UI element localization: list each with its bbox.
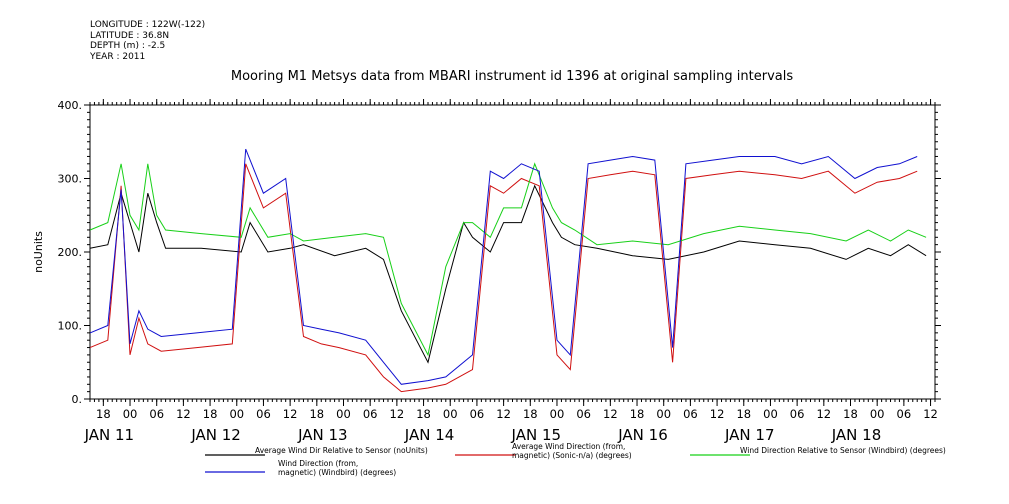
x-tick-label: 00 [229,407,244,421]
x-tick-label: 18 [736,407,751,421]
x-tick-label: 18 [630,407,645,421]
y-tick-label: 200. [58,246,83,259]
x-tick-label: 12 [816,407,831,421]
y-axis-label: noUnits [32,231,45,273]
x-tick-label: 00 [443,407,458,421]
legend-label: Average Wind Dir Relative to Sensor (noU… [255,446,428,455]
legend-entry: Wind Direction Relative to Sensor (Windb… [690,446,946,456]
date-label: JAN 17 [724,426,775,444]
date-label: JAN 15 [511,426,562,444]
x-tick-label: 06 [683,407,698,421]
date-label: JAN 12 [190,426,241,444]
x-tick-label: 18 [843,407,858,421]
y-tick-label: 300. [58,173,83,186]
year-label: YEAR : 2011 [90,51,146,62]
legend-label: magnetic) (Sonic-n/a) (degrees) [512,451,632,460]
legend-label: Wind Direction Relative to Sensor (Windb… [740,446,946,455]
series-line-1 [89,184,927,364]
plot-area [89,148,927,393]
x-tick-label: 12 [390,407,405,421]
location-metadata: LONGITUDE : 122W(-122) LATITUDE : 36.8N … [90,20,205,62]
series-line-3 [89,162,927,357]
legend-label: magnetic) (Windbird) (degrees) [278,468,396,477]
x-tick-label: 06 [363,407,378,421]
x-tick-label: 12 [496,407,511,421]
plot-frame [89,104,936,400]
x-tick-label: 18 [203,407,218,421]
x-tick-label: 06 [256,407,271,421]
legend-entry: Average Wind Direction (from,magnetic) (… [455,442,632,460]
legend-label: Average Wind Direction (from, [512,442,625,451]
x-tick-label: 12 [176,407,191,421]
series-line-2 [89,163,918,393]
x-tick-label: 18 [523,407,538,421]
date-label: JAN 13 [297,426,348,444]
x-tick-label: 18 [309,407,324,421]
series-line-4 [89,148,918,385]
x-tick-label: 12 [710,407,725,421]
y-tick-label: 100. [58,320,83,333]
x-tick-label: 12 [283,407,298,421]
legend-entry: Average Wind Dir Relative to Sensor (noU… [205,446,428,456]
legend: Average Wind Dir Relative to Sensor (noU… [205,442,946,477]
x-tick-label: 00 [336,407,351,421]
x-tick-label: 18 [96,407,111,421]
x-tick-label: 12 [923,407,938,421]
x-tick-label: 06 [149,407,164,421]
date-label: JAN 16 [617,426,668,444]
legend-label: Wind Direction (from, [278,459,358,468]
x-tick-label: 00 [870,407,885,421]
x-tick-label: 00 [123,407,138,421]
x-tick-label: 00 [763,407,778,421]
depth-label: DEPTH (m) : -2.5 [90,41,166,51]
chart-title: Mooring M1 Metsys data from MBARI instru… [231,69,793,84]
axes: 0. 100. 200. 300. 400. 18 00 06 12 18 00 06 12 18 00 06… [58,99,941,444]
x-tick-label: 06 [897,407,912,421]
x-tick-label: 06 [470,407,485,421]
x-tick-label: 00 [550,407,565,421]
y-tick-label: 0. [72,393,83,406]
date-label: JAN 11 [84,426,135,444]
x-tick-label: 00 [656,407,671,421]
x-tick-label: 18 [416,407,431,421]
x-tick-label: 06 [576,407,591,421]
date-label: JAN 18 [831,426,882,444]
y-tick-label: 400. [58,99,83,112]
latitude-label: LATITUDE : 36.8N [90,30,170,41]
x-tick-label: 12 [603,407,618,421]
x-tick-label: 06 [790,407,805,421]
date-label: JAN 14 [404,426,455,444]
longitude-label: LONGITUDE : 122W(-122) [90,20,206,30]
legend-entry: Wind Direction (from,magnetic) (Windbird… [205,459,396,477]
